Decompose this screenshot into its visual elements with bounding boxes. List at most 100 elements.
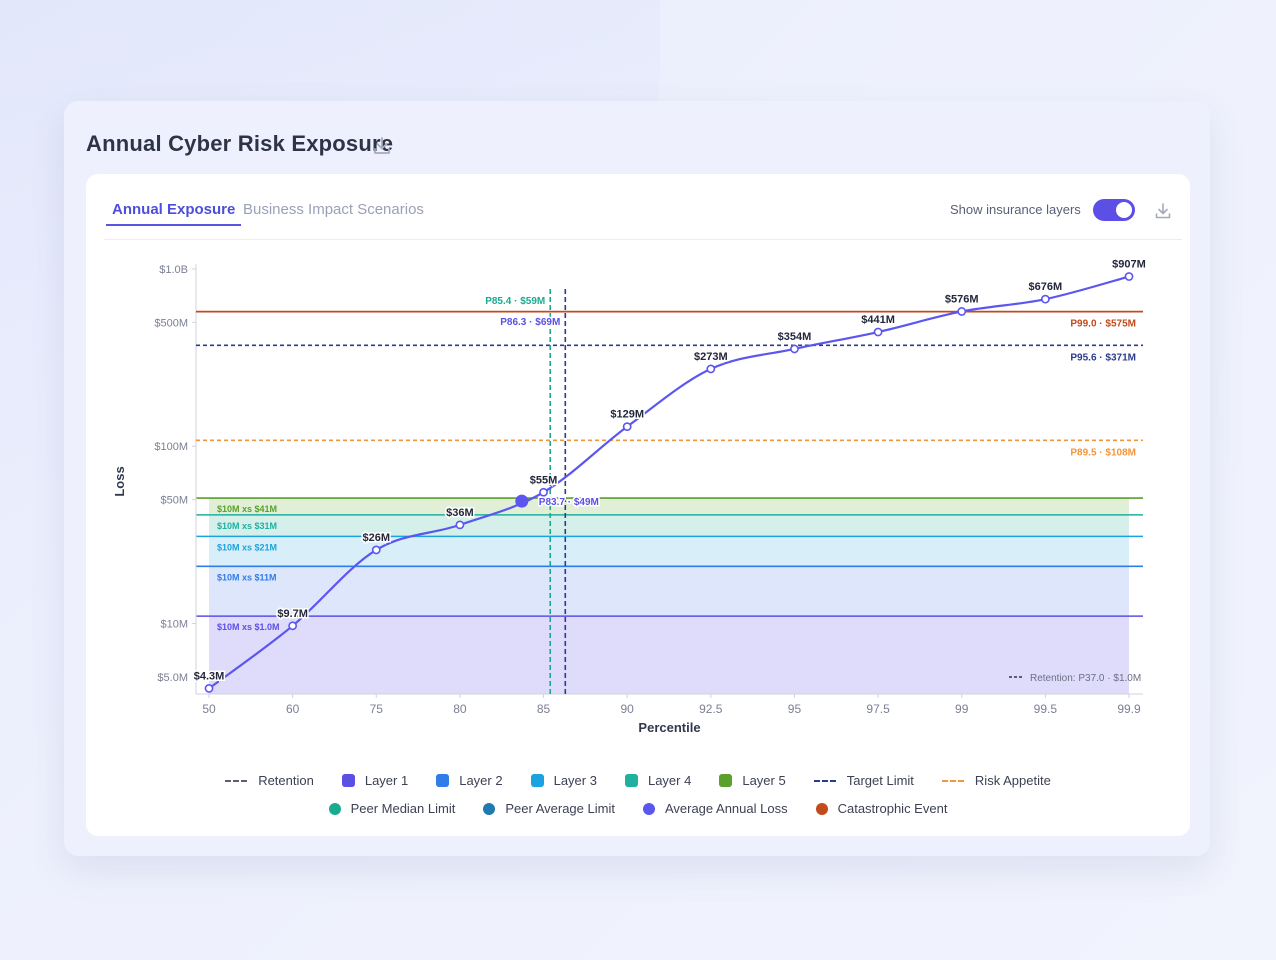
- legend-swatch: [719, 774, 733, 787]
- data-point: [1040, 294, 1050, 304]
- chart-download-icon[interactable]: [1154, 202, 1172, 220]
- chart-panel: Annual Exposure Business Impact Scenario…: [86, 174, 1190, 836]
- legend-swatch: [813, 779, 836, 782]
- layer-band-2: [209, 566, 1129, 617]
- x-tick-label: 50: [202, 702, 216, 716]
- y-tick-label: $50M: [160, 495, 188, 507]
- layer-label-2: $10M xs $11M: [217, 572, 277, 582]
- reference-label: P99.0 · $575M: [1070, 319, 1136, 330]
- download-icon[interactable]: [372, 135, 392, 157]
- legend-label: Retention: [258, 773, 314, 788]
- data-label: $129M: [610, 409, 644, 421]
- legend-item-peer-median-limit[interactable]: Peer Median Limit: [328, 801, 456, 816]
- data-point: [455, 520, 465, 530]
- data-label: $55M: [530, 474, 558, 486]
- legend-item-layer-4[interactable]: Layer 4: [624, 773, 691, 788]
- tab-divider: [104, 239, 1182, 240]
- legend-item-layer-1[interactable]: Layer 1: [341, 773, 409, 788]
- y-tick-label: $5.0M: [157, 672, 188, 684]
- layer-band-4: [209, 514, 1129, 537]
- legend-swatch: [328, 802, 341, 815]
- data-point: [622, 422, 632, 432]
- legend-label: Average Annual Loss: [664, 801, 788, 816]
- x-tick-label: 99.9: [1117, 702, 1141, 716]
- legend-swatch: [341, 774, 355, 787]
- legend-row-1: Retention Layer 1 Layer 2 Layer 3 Layer 4 Lay…: [86, 773, 1190, 788]
- x-tick-label: 99.5: [1034, 702, 1058, 716]
- layer-label-3: $10M xs $21M: [217, 542, 277, 552]
- data-point: [1124, 272, 1134, 281]
- data-point: [204, 684, 214, 693]
- legend-item-layer-3[interactable]: Layer 3: [530, 773, 597, 788]
- x-tick-label: 95: [788, 702, 802, 716]
- data-label: $273M: [694, 351, 728, 363]
- card-title: Annual Cyber Risk Exposure: [86, 131, 394, 156]
- data-point: [288, 621, 298, 631]
- y-tick-label: $1.0B: [159, 264, 188, 276]
- layer-label-1: $10M xs $1.0M: [217, 622, 280, 632]
- y-axis-title: Loss: [112, 466, 127, 496]
- retention-note: Retention: P37.0 · $1.0M: [1030, 673, 1141, 684]
- legend-row-2: Peer Median Limit Peer Average Limit Avera…: [86, 801, 1190, 816]
- reference-label: P89.5 · $108M: [1070, 447, 1136, 458]
- x-axis-title: Percentile: [638, 720, 700, 735]
- data-point: [371, 545, 381, 555]
- data-label: $676M: [1029, 281, 1063, 293]
- vertical-line-label: P86.3 · $69M: [500, 317, 560, 328]
- average-annual-loss-marker: [515, 494, 529, 508]
- reference-label: P95.6 · $371M: [1070, 352, 1136, 363]
- exposure-chart: $10M xs $1.0M $10M xs $11M $10M xs $21M $10…: [112, 257, 1147, 735]
- legend-swatch: [642, 802, 655, 815]
- legend-label: Layer 5: [742, 773, 786, 788]
- legend-label: Risk Appetite: [974, 773, 1051, 788]
- layer-band-3: [209, 536, 1129, 567]
- data-point: [790, 344, 799, 354]
- exposure-card: Annual Cyber Risk Exposure Annual Exposu…: [64, 101, 1210, 856]
- data-label: $576M: [945, 293, 979, 305]
- x-tick-label: 97.5: [866, 702, 890, 716]
- layer-label-5: $10M xs $41M: [217, 504, 277, 514]
- tab-annual-exposure[interactable]: Annual Exposure: [106, 201, 242, 226]
- layer-band-1: [209, 616, 1129, 694]
- legend-label: Layer 3: [553, 773, 597, 788]
- legend-swatch: [225, 779, 248, 782]
- x-tick-label: 75: [370, 702, 384, 716]
- data-label: $36M: [446, 507, 474, 519]
- legend-item-catastrophic-event[interactable]: Catastrophic Event: [815, 801, 948, 816]
- legend-item-average-annual-loss[interactable]: Average Annual Loss: [642, 801, 788, 816]
- x-tick-label: 80: [453, 702, 467, 716]
- legend-label: Layer 2: [459, 773, 503, 788]
- data-point: [873, 327, 883, 337]
- legend-swatch: [624, 774, 638, 787]
- y-tick-label: $100M: [154, 441, 188, 453]
- data-label: $4.3M: [194, 670, 225, 682]
- legend-label: Peer Median Limit: [350, 801, 456, 816]
- legend-label: Catastrophic Event: [837, 801, 948, 816]
- legend-label: Layer 1: [364, 773, 409, 788]
- data-point: [957, 307, 967, 316]
- legend-item-target-limit[interactable]: Target Limit: [813, 773, 914, 788]
- legend-item-layer-2[interactable]: Layer 2: [436, 773, 503, 788]
- data-label: $907M: [1112, 259, 1146, 271]
- legend-item-layer-5[interactable]: Layer 5: [719, 773, 786, 788]
- x-tick-label: 92.5: [699, 702, 723, 716]
- data-label: $26M: [363, 532, 391, 544]
- legend-swatch: [941, 779, 964, 782]
- legend-swatch: [436, 774, 450, 787]
- legend-item-peer-average-limit[interactable]: Peer Average Limit: [483, 801, 615, 816]
- data-label: $9.7M: [277, 608, 308, 620]
- data-point: [539, 487, 548, 497]
- legend-item-risk-appetite[interactable]: Risk Appetite: [941, 773, 1051, 788]
- legend-item-retention[interactable]: Retention: [225, 773, 314, 788]
- legend-label: Target Limit: [846, 773, 914, 788]
- x-tick-label: 99: [955, 702, 969, 716]
- legend-swatch: [530, 774, 544, 787]
- vertical-line-label: P85.4 · $59M: [485, 296, 545, 307]
- insurance-layers-toggle[interactable]: [1093, 199, 1135, 221]
- x-tick-label: 90: [621, 702, 635, 716]
- y-tick-label: $10M: [160, 618, 188, 630]
- legend-label: Peer Average Limit: [505, 801, 615, 816]
- data-label: $354M: [778, 331, 812, 343]
- data-label: $441M: [861, 314, 895, 326]
- tab-business-impact-scenarios[interactable]: Business Impact Scenarios: [243, 201, 424, 218]
